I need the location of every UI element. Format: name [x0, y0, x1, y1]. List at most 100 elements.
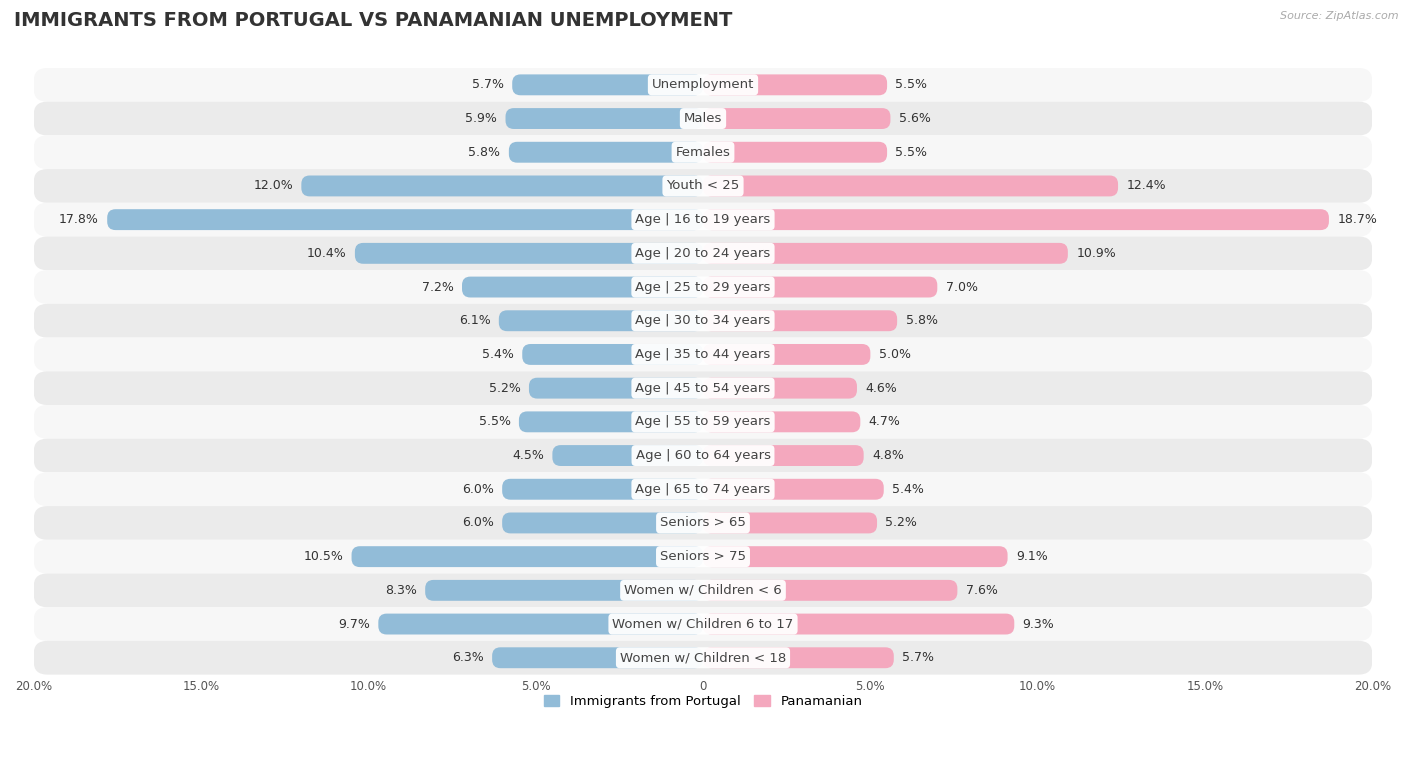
Text: 12.4%: 12.4% [1126, 179, 1166, 192]
FancyBboxPatch shape [703, 176, 1118, 196]
Text: 5.7%: 5.7% [472, 78, 503, 92]
Text: 4.6%: 4.6% [865, 382, 897, 394]
FancyBboxPatch shape [703, 142, 887, 163]
FancyBboxPatch shape [34, 270, 1372, 304]
Text: Age | 45 to 54 years: Age | 45 to 54 years [636, 382, 770, 394]
Text: 5.7%: 5.7% [903, 651, 934, 664]
Text: 9.7%: 9.7% [337, 618, 370, 631]
FancyBboxPatch shape [703, 74, 887, 95]
Text: Age | 60 to 64 years: Age | 60 to 64 years [636, 449, 770, 462]
Text: 10.5%: 10.5% [304, 550, 343, 563]
Text: 10.9%: 10.9% [1076, 247, 1116, 260]
Text: 4.7%: 4.7% [869, 416, 901, 428]
FancyBboxPatch shape [703, 310, 897, 332]
Text: Youth < 25: Youth < 25 [666, 179, 740, 192]
FancyBboxPatch shape [703, 378, 858, 399]
FancyBboxPatch shape [107, 209, 703, 230]
Text: 9.3%: 9.3% [1022, 618, 1054, 631]
Text: 10.4%: 10.4% [307, 247, 346, 260]
FancyBboxPatch shape [703, 276, 938, 298]
Text: 5.2%: 5.2% [886, 516, 917, 529]
FancyBboxPatch shape [703, 647, 894, 668]
Text: 5.4%: 5.4% [482, 348, 513, 361]
FancyBboxPatch shape [703, 108, 890, 129]
Text: Age | 55 to 59 years: Age | 55 to 59 years [636, 416, 770, 428]
FancyBboxPatch shape [553, 445, 703, 466]
FancyBboxPatch shape [301, 176, 703, 196]
Text: Seniors > 65: Seniors > 65 [659, 516, 747, 529]
FancyBboxPatch shape [425, 580, 703, 601]
FancyBboxPatch shape [34, 101, 1372, 136]
Text: 6.1%: 6.1% [458, 314, 491, 327]
Text: Women w/ Children < 18: Women w/ Children < 18 [620, 651, 786, 664]
Text: 17.8%: 17.8% [59, 213, 98, 226]
FancyBboxPatch shape [34, 506, 1372, 540]
FancyBboxPatch shape [378, 614, 703, 634]
Text: 7.0%: 7.0% [946, 281, 977, 294]
FancyBboxPatch shape [352, 547, 703, 567]
FancyBboxPatch shape [34, 472, 1372, 506]
FancyBboxPatch shape [703, 445, 863, 466]
FancyBboxPatch shape [502, 478, 703, 500]
Text: 6.0%: 6.0% [463, 483, 494, 496]
FancyBboxPatch shape [34, 405, 1372, 439]
Text: 5.4%: 5.4% [893, 483, 924, 496]
Text: Females: Females [675, 146, 731, 159]
FancyBboxPatch shape [529, 378, 703, 399]
Text: 4.8%: 4.8% [872, 449, 904, 462]
FancyBboxPatch shape [34, 203, 1372, 236]
FancyBboxPatch shape [703, 478, 884, 500]
FancyBboxPatch shape [509, 142, 703, 163]
FancyBboxPatch shape [34, 641, 1372, 674]
Legend: Immigrants from Portugal, Panamanian: Immigrants from Portugal, Panamanian [538, 690, 868, 714]
FancyBboxPatch shape [34, 68, 1372, 101]
Text: Women w/ Children < 6: Women w/ Children < 6 [624, 584, 782, 597]
Text: 6.3%: 6.3% [451, 651, 484, 664]
Text: Age | 35 to 44 years: Age | 35 to 44 years [636, 348, 770, 361]
FancyBboxPatch shape [499, 310, 703, 332]
Text: IMMIGRANTS FROM PORTUGAL VS PANAMANIAN UNEMPLOYMENT: IMMIGRANTS FROM PORTUGAL VS PANAMANIAN U… [14, 11, 733, 30]
FancyBboxPatch shape [34, 439, 1372, 472]
Text: 5.5%: 5.5% [478, 416, 510, 428]
FancyBboxPatch shape [512, 74, 703, 95]
FancyBboxPatch shape [34, 236, 1372, 270]
FancyBboxPatch shape [522, 344, 703, 365]
FancyBboxPatch shape [34, 371, 1372, 405]
Text: 5.8%: 5.8% [468, 146, 501, 159]
Text: Age | 30 to 34 years: Age | 30 to 34 years [636, 314, 770, 327]
FancyBboxPatch shape [34, 607, 1372, 641]
Text: 7.6%: 7.6% [966, 584, 998, 597]
FancyBboxPatch shape [34, 574, 1372, 607]
FancyBboxPatch shape [463, 276, 703, 298]
Text: 5.5%: 5.5% [896, 78, 928, 92]
Text: 8.3%: 8.3% [385, 584, 416, 597]
FancyBboxPatch shape [703, 344, 870, 365]
Text: Age | 20 to 24 years: Age | 20 to 24 years [636, 247, 770, 260]
Text: Age | 65 to 74 years: Age | 65 to 74 years [636, 483, 770, 496]
Text: 5.8%: 5.8% [905, 314, 938, 327]
Text: 5.5%: 5.5% [896, 146, 928, 159]
Text: Unemployment: Unemployment [652, 78, 754, 92]
Text: 4.5%: 4.5% [512, 449, 544, 462]
Text: 7.2%: 7.2% [422, 281, 454, 294]
FancyBboxPatch shape [519, 411, 703, 432]
Text: 5.0%: 5.0% [879, 348, 911, 361]
Text: 9.1%: 9.1% [1017, 550, 1047, 563]
FancyBboxPatch shape [703, 580, 957, 601]
Text: Source: ZipAtlas.com: Source: ZipAtlas.com [1281, 11, 1399, 21]
FancyBboxPatch shape [506, 108, 703, 129]
FancyBboxPatch shape [703, 243, 1067, 263]
Text: 12.0%: 12.0% [253, 179, 292, 192]
FancyBboxPatch shape [703, 209, 1329, 230]
Text: 5.6%: 5.6% [898, 112, 931, 125]
FancyBboxPatch shape [354, 243, 703, 263]
Text: 5.2%: 5.2% [489, 382, 520, 394]
Text: Males: Males [683, 112, 723, 125]
FancyBboxPatch shape [703, 411, 860, 432]
FancyBboxPatch shape [703, 547, 1008, 567]
FancyBboxPatch shape [34, 304, 1372, 338]
FancyBboxPatch shape [34, 338, 1372, 371]
FancyBboxPatch shape [703, 614, 1014, 634]
Text: 5.9%: 5.9% [465, 112, 498, 125]
FancyBboxPatch shape [34, 136, 1372, 169]
